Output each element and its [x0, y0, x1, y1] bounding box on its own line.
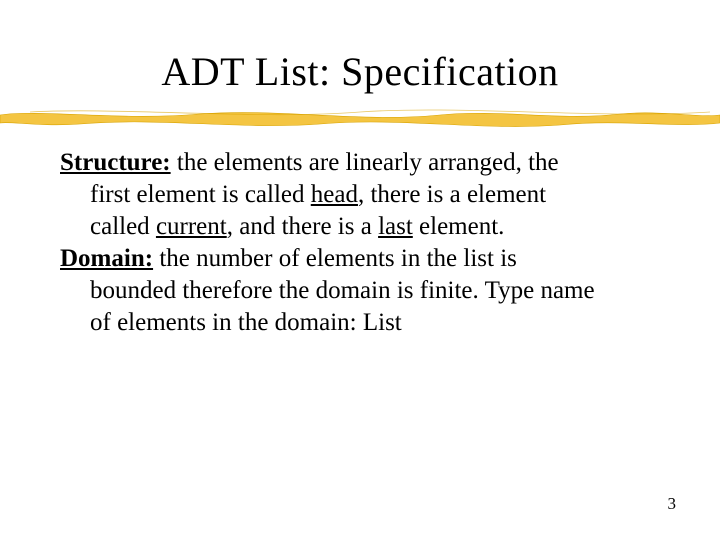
- domain-line2: bounded therefore the domain is finite. …: [90, 277, 595, 304]
- domain-paragraph: Domain: the number of elements in the li…: [60, 243, 656, 339]
- structure-line1: the elements are linearly arranged, the: [171, 149, 559, 176]
- structure-paragraph: Structure: the elements are linearly arr…: [60, 147, 656, 243]
- body-text: Structure: the elements are linearly arr…: [56, 147, 664, 339]
- brushstroke-icon: [0, 103, 720, 129]
- structure-line3-suffix: element.: [413, 213, 505, 240]
- structure-line2-prefix: first element is called: [90, 181, 311, 208]
- title-underline: [0, 103, 720, 129]
- structure-last: last: [378, 213, 413, 240]
- structure-line3-mid: , and there is a: [227, 213, 378, 240]
- domain-label: Domain:: [60, 245, 153, 272]
- structure-head: head: [311, 181, 358, 208]
- slide: ADT List: Specification Structure: the e…: [0, 0, 720, 540]
- domain-line1: the number of elements in the list is: [153, 245, 517, 272]
- structure-line3-prefix: called: [90, 213, 156, 240]
- page-number: 3: [668, 494, 677, 514]
- domain-line3: of elements in the domain: List: [90, 309, 402, 336]
- structure-label: Structure:: [60, 149, 171, 176]
- slide-title: ADT List: Specification: [56, 48, 664, 95]
- structure-current: current: [156, 213, 227, 240]
- structure-line2-suffix: , there is a element: [358, 181, 546, 208]
